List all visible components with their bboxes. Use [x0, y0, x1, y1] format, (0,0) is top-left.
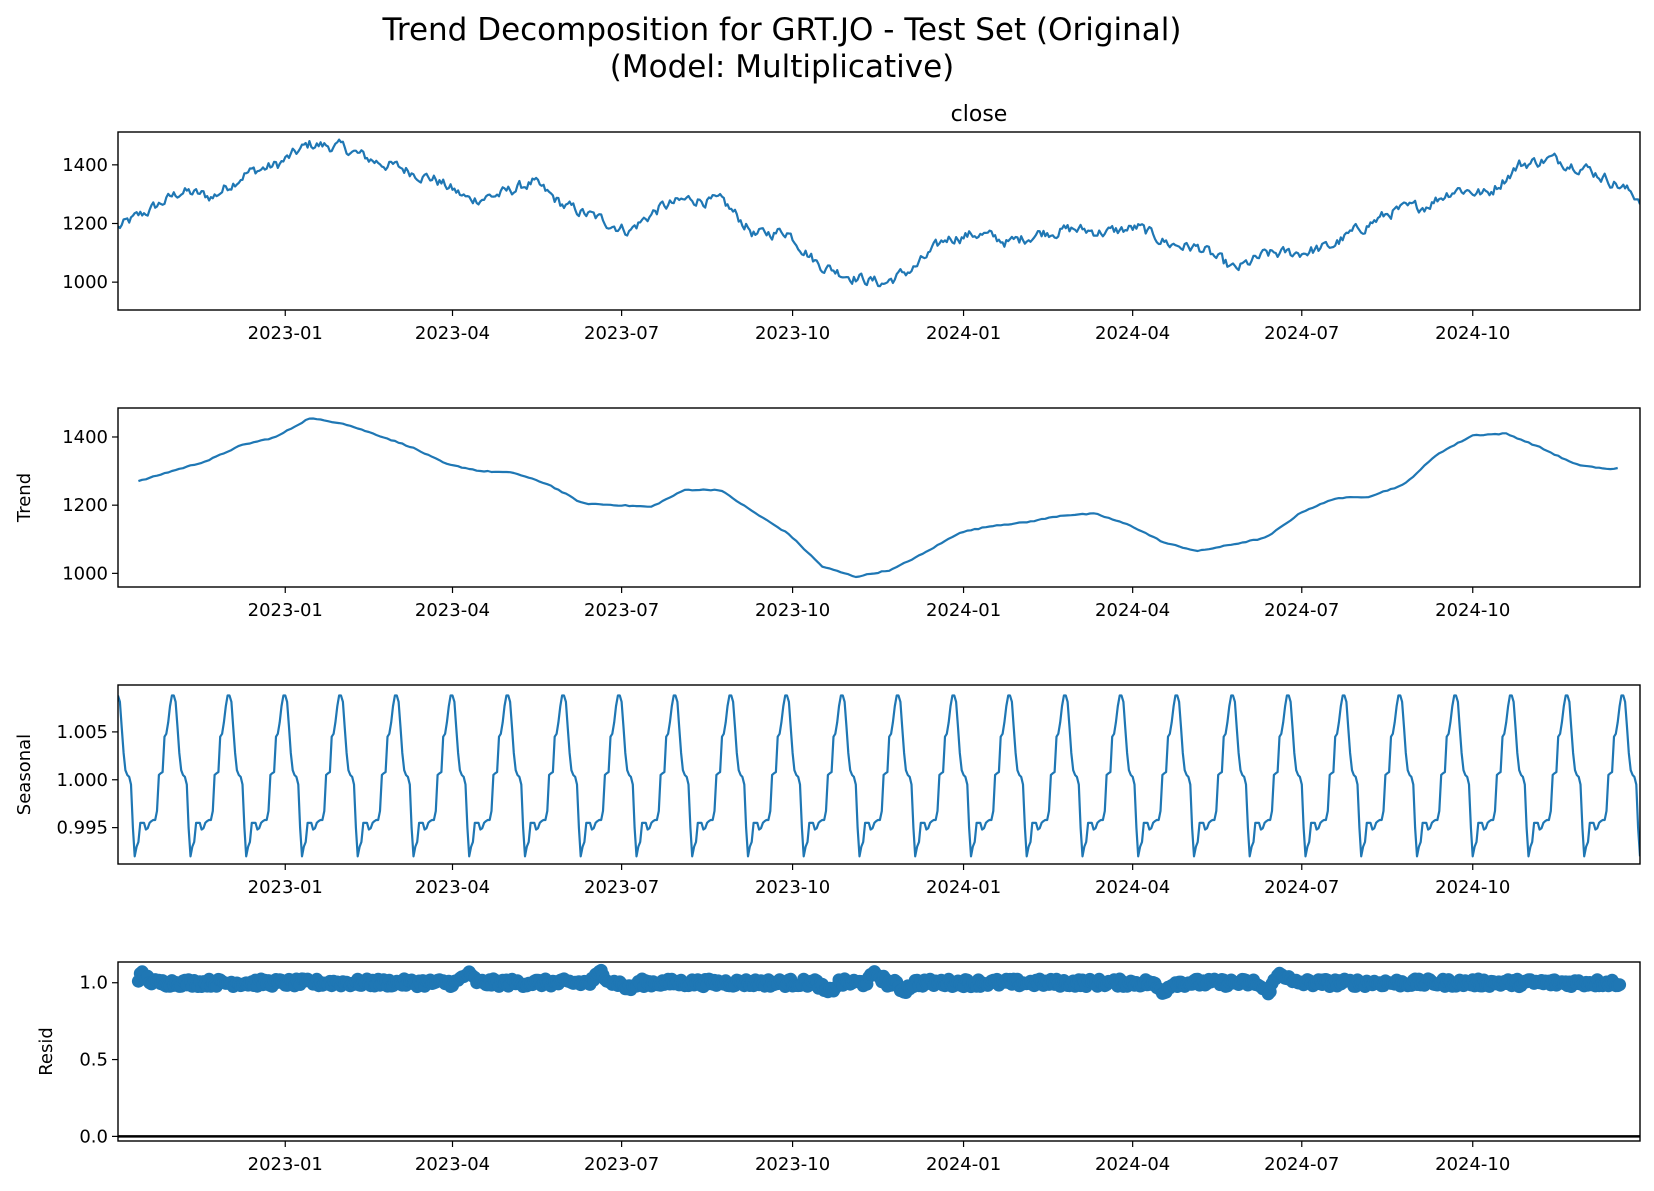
figure-title-line2: (Model: Multiplicative) [610, 49, 954, 85]
x-tick-label: 2023-04 [415, 323, 490, 344]
y-tick-label: 1200 [62, 213, 108, 234]
y-axis-label-seasonal: Seasonal [14, 734, 35, 815]
y-tick-label: 1200 [62, 495, 108, 516]
axes-frame-close [117, 131, 1641, 311]
x-tick-label: 2024-07 [1264, 600, 1339, 621]
y-tick-label: 1000 [62, 272, 108, 293]
axes-frame-resid [117, 961, 1641, 1142]
x-tick-label: 2023-07 [584, 877, 659, 898]
y-tick-label: 1400 [62, 155, 108, 176]
x-tick-label: 2024-10 [1435, 323, 1510, 344]
x-tick-label: 2024-04 [1095, 600, 1170, 621]
x-tick-label: 2023-01 [248, 877, 323, 898]
x-tick-label: 2024-07 [1264, 1154, 1339, 1175]
x-tick-label: 2024-10 [1435, 600, 1510, 621]
x-tick-label: 2023-07 [584, 323, 659, 344]
x-tick-label: 2023-01 [248, 1154, 323, 1175]
x-tick-label: 2023-10 [755, 1154, 830, 1175]
y-axis-label-resid: Resid [36, 1027, 57, 1076]
x-tick-label: 2023-07 [584, 1154, 659, 1175]
y-tick-label: 0.0 [79, 1126, 108, 1147]
plot-area-close [118, 138, 1640, 288]
panel-seasonal: 2023-01 2023-04 2023-07 2023-10 2024-01 2024-… [14, 684, 1641, 898]
panel-resid: 2023-01 2023-04 2023-07 2023-10 2024-01 2024-… [36, 961, 1641, 1175]
series-line-close [118, 138, 1640, 288]
x-tick-label: 2024-10 [1435, 1154, 1510, 1175]
resid-points [131, 963, 1627, 1001]
x-tick-label: 2023-07 [584, 600, 659, 621]
x-tick-label: 2024-04 [1095, 323, 1170, 344]
series-line-trend [138, 417, 1618, 579]
x-tick-label: 2024-01 [926, 323, 1001, 344]
panels-group: 2023-01 2023-04 2023-07 2023-10 2024-01 2024-… [14, 102, 1641, 1175]
x-tick-label: 2024-04 [1095, 1154, 1170, 1175]
y-tick-label: 1400 [62, 427, 108, 448]
x-tick-label: 2023-04 [415, 877, 490, 898]
series-line-seasonal [118, 694, 1640, 858]
plot-area-resid [118, 963, 1640, 1138]
panel-trend: 2023-01 2023-04 2023-07 2023-10 2024-01 2024-… [14, 407, 1641, 621]
x-tick-label: 2024-01 [926, 600, 1001, 621]
x-tick-label: 2024-01 [926, 1154, 1001, 1175]
x-tick-label: 2024-07 [1264, 323, 1339, 344]
x-tick-label: 2024-10 [1435, 877, 1510, 898]
x-tick-label: 2023-01 [248, 600, 323, 621]
x-tick-label: 2023-01 [248, 323, 323, 344]
y-tick-label: 1.005 [56, 722, 108, 743]
axes-frame-trend [117, 407, 1641, 588]
x-tick-label: 2024-04 [1095, 877, 1170, 898]
y-tick-label: 0.5 [79, 1050, 108, 1071]
x-tick-label: 2024-07 [1264, 877, 1339, 898]
panel-title-close: close [951, 102, 1008, 127]
panel-close: 2023-01 2023-04 2023-07 2023-10 2024-01 2024-… [62, 102, 1641, 344]
x-tick-label: 2024-01 [926, 877, 1001, 898]
plot-area-trend [138, 417, 1618, 579]
x-tick-label: 2023-04 [415, 600, 490, 621]
figure-title-line1: Trend Decomposition for GRT.JO - Test Se… [382, 12, 1182, 48]
y-axis-label-trend: Trend [14, 473, 35, 523]
y-tick-label: 1.000 [56, 770, 108, 791]
y-tick-label: 1.0 [79, 973, 108, 994]
x-tick-label: 2023-04 [415, 1154, 490, 1175]
x-tick-label: 2023-10 [755, 877, 830, 898]
resid-point [1613, 978, 1627, 992]
y-tick-label: 1000 [62, 563, 108, 584]
x-tick-label: 2023-10 [755, 600, 830, 621]
plot-area-seasonal [118, 694, 1640, 858]
x-tick-label: 2023-10 [755, 323, 830, 344]
axes-frame-seasonal [117, 684, 1641, 865]
y-tick-label: 0.995 [56, 818, 108, 839]
